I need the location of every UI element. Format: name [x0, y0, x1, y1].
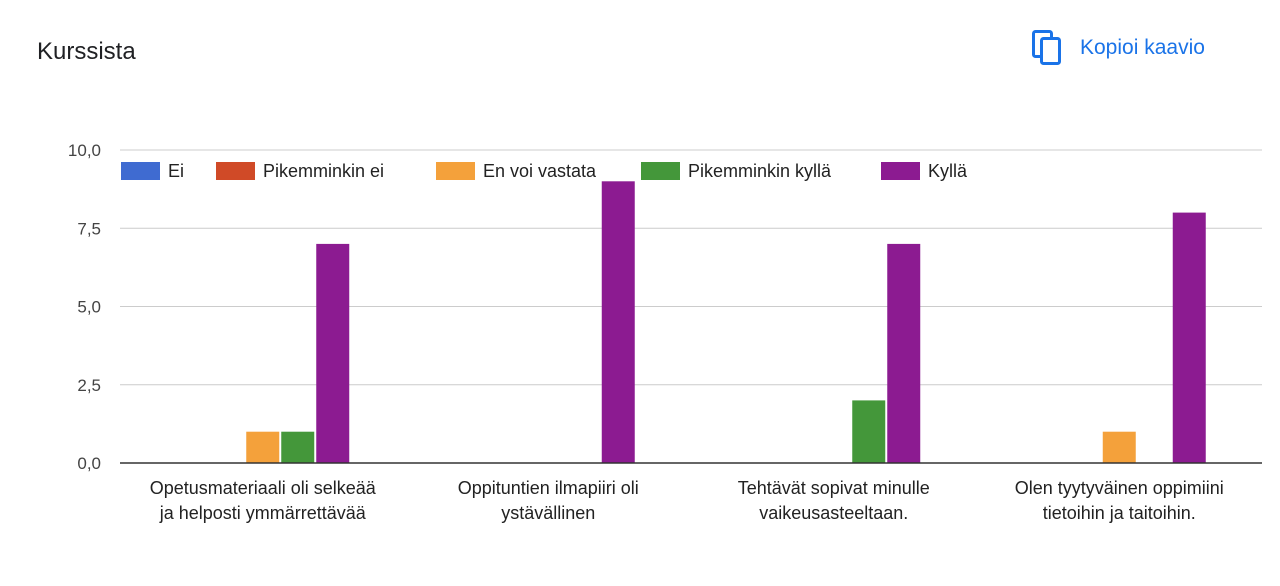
bar	[281, 431, 315, 463]
chart-title: Kurssista	[37, 38, 136, 65]
y-tick-label: 5,0	[77, 298, 101, 317]
x-tick-label: vaikeusasteeltaan.	[759, 503, 908, 523]
x-tick-label: ja helposti ymmärrettävää	[159, 503, 367, 523]
legend-label: Kyllä	[928, 161, 968, 181]
x-tick-label: Olen tyytyväinen oppimiini	[1015, 478, 1224, 498]
copy-chart-label: Kopioi kaavio	[1080, 36, 1205, 59]
bar	[1172, 212, 1206, 463]
x-tick-label: Tehtävät sopivat minulle	[738, 478, 930, 498]
legend-label: Pikemminkin ei	[263, 161, 384, 181]
legend-label: Ei	[168, 161, 184, 181]
bar	[316, 243, 350, 463]
bar	[852, 400, 886, 463]
legend-swatch	[641, 162, 680, 180]
copy-icon	[1032, 30, 1062, 66]
bar	[601, 181, 635, 464]
y-tick-label: 2,5	[77, 376, 101, 395]
bar	[246, 431, 280, 463]
x-tick-label: Oppituntien ilmapiiri oli	[458, 478, 639, 498]
y-tick-label: 10,0	[68, 141, 101, 160]
legend-swatch	[216, 162, 255, 180]
y-tick-label: 0,0	[77, 454, 101, 473]
bar	[1102, 431, 1136, 463]
bar	[887, 243, 921, 463]
legend-label: En voi vastata	[483, 161, 597, 181]
legend-swatch	[436, 162, 475, 180]
x-tick-label: tietoihin ja taitoihin.	[1043, 503, 1196, 523]
y-tick-label: 7,5	[77, 219, 101, 238]
legend-label: Pikemminkin kyllä	[688, 161, 832, 181]
x-tick-label: Opetusmateriaali oli selkeää	[150, 478, 377, 498]
legend-swatch	[881, 162, 920, 180]
legend-swatch	[121, 162, 160, 180]
x-tick-label: ystävällinen	[501, 503, 595, 523]
copy-chart-button[interactable]: Kopioi kaavio	[1032, 30, 1205, 66]
